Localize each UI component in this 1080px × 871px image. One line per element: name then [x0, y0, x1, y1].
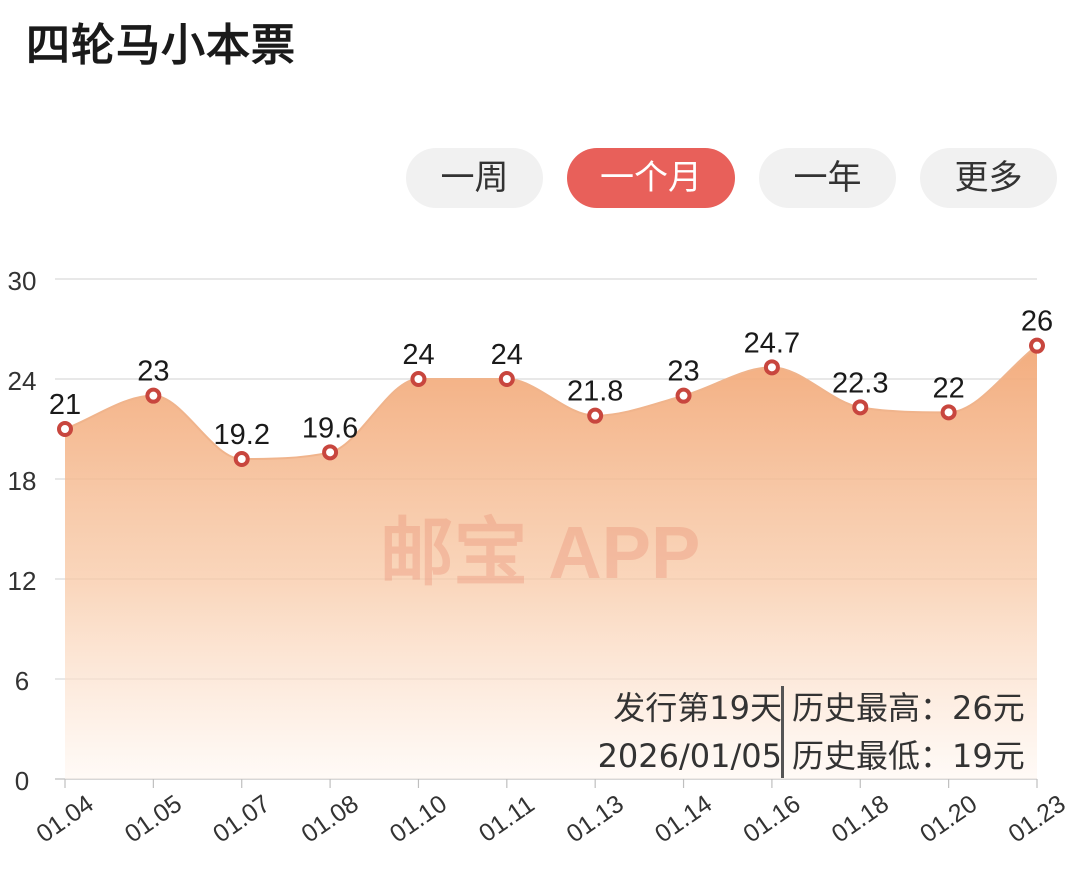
x-tick-label: 01.16 [738, 790, 805, 849]
data-label: 26 [1021, 306, 1053, 338]
x-tick-label: 01.11 [474, 790, 540, 848]
tab-one-week[interactable]: 一周 [406, 148, 543, 208]
data-label: 21.8 [567, 376, 623, 408]
range-tabs: 一周 一个月 一年 更多 [0, 148, 1080, 210]
data-point[interactable] [587, 407, 604, 424]
data-point[interactable] [763, 359, 780, 376]
y-tick-label: 12 [8, 566, 37, 596]
area-series [65, 345, 1037, 779]
data-point[interactable] [498, 371, 515, 387]
y-tick-label: 24 [8, 366, 37, 396]
info-right: 历史最高：26元 历史最低：19元 [792, 684, 1025, 780]
data-point[interactable] [675, 387, 692, 404]
x-tick-label: 01.05 [120, 790, 187, 849]
data-label: 19.6 [302, 412, 358, 444]
issue-date-text: 2026/01/05 [597, 737, 782, 775]
data-point[interactable] [233, 451, 250, 467]
x-tick-label: 01.08 [296, 790, 363, 849]
x-tick-label: 01.20 [915, 790, 982, 849]
x-tick-label: 01.18 [827, 790, 894, 849]
page-title: 四轮马小本票 [26, 20, 296, 71]
x-tick-label: 01.14 [650, 790, 717, 849]
data-point[interactable] [57, 421, 73, 437]
data-label: 24 [491, 339, 523, 371]
y-tick-label: 30 [8, 266, 37, 296]
x-tick-label: 01.07 [208, 790, 275, 849]
info-left: 发行第19天 2026/01/05 [598, 684, 782, 780]
data-labels: 21 23 19.2 19.6 24 24 21.8 23 24.7 22.3 22 26 [49, 306, 1053, 451]
tab-one-month[interactable]: 一个月 [567, 148, 735, 208]
watermark: 邮宝 APP [380, 511, 701, 594]
info-box: 发行第19天 2026/01/05 历史最高：26元 历史最低：19元 [560, 684, 1040, 780]
history-high: 历史最高：26元 [792, 684, 1025, 732]
data-point[interactable] [410, 371, 427, 387]
x-tick-label: 01.13 [562, 790, 629, 849]
data-label: 23 [137, 356, 169, 388]
tab-one-year[interactable]: 一年 [759, 148, 896, 208]
data-label: 19.2 [214, 419, 270, 451]
history-low-label: 历史最低： [792, 737, 953, 775]
data-label: 24 [402, 339, 434, 371]
x-tick-label: 01.23 [1003, 790, 1070, 849]
data-label: 22 [933, 372, 965, 404]
data-point[interactable] [852, 399, 869, 416]
x-tick-label: 01.10 [385, 790, 452, 849]
data-point[interactable] [940, 404, 957, 421]
x-tick-label: 01.04 [31, 790, 98, 849]
data-label: 23 [667, 356, 699, 388]
data-label: 21 [49, 389, 81, 421]
y-tick-label: 6 [15, 666, 29, 696]
data-points [57, 337, 1045, 467]
data-point[interactable] [1029, 337, 1045, 354]
y-tick-label: 18 [8, 466, 37, 496]
info-divider [781, 686, 784, 778]
history-low: 历史最低：19元 [792, 732, 1025, 780]
y-tick-label: 0 [15, 766, 29, 796]
history-low-value: 19元 [952, 737, 1025, 775]
data-point[interactable] [322, 444, 339, 461]
data-label: 24.7 [744, 327, 800, 359]
history-high-value: 26元 [952, 689, 1025, 727]
data-label: 22.3 [832, 367, 888, 399]
history-high-label: 历史最高： [792, 689, 953, 727]
tab-more[interactable]: 更多 [920, 148, 1057, 208]
issue-day-text: 发行第19天 [613, 689, 782, 727]
data-point[interactable] [145, 387, 162, 404]
